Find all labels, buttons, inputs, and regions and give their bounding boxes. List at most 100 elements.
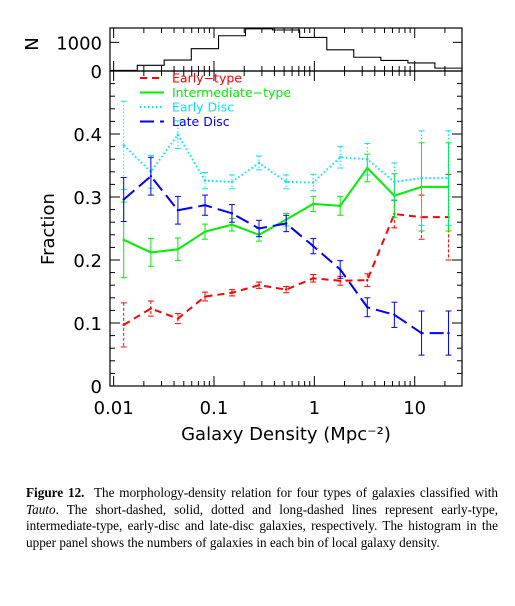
error-bar [202, 194, 209, 216]
legend-label: Early−type [172, 71, 242, 86]
series-3 [120, 156, 452, 356]
data-point [339, 268, 342, 271]
error-bar [310, 173, 317, 192]
x-axis-label: Galaxy Density (Mpc⁻²) [181, 424, 391, 445]
y-tick-label: 0.4 [73, 125, 102, 146]
error-bar [337, 260, 344, 279]
legend-item: Intermediate−type [140, 85, 291, 100]
error-bar [120, 100, 127, 190]
error-bar [256, 155, 263, 171]
legend-item: Early−type [140, 71, 242, 86]
data-point [420, 331, 423, 335]
error-bar [174, 237, 181, 262]
data-point [447, 176, 450, 180]
legend-label: Late Disc [172, 114, 230, 129]
data-point [176, 133, 180, 136]
data-point [366, 278, 369, 282]
data-point [230, 180, 234, 184]
data-point [312, 202, 315, 206]
error-bar [337, 195, 344, 216]
error-bar [120, 176, 127, 223]
caption-text-start: The morphology-density relation for four… [93, 485, 499, 500]
y-tick-label: 0.1 [73, 314, 102, 335]
histogram-y-label: N [22, 37, 43, 50]
data-point [284, 222, 288, 225]
data-point [149, 307, 153, 310]
data-point [420, 176, 423, 180]
error-bar [174, 195, 181, 225]
error-bar [256, 281, 263, 289]
x-tick-label: 1 [309, 398, 320, 419]
series-line [123, 166, 449, 254]
data-point [312, 181, 315, 184]
legend-label: Early Disc [172, 100, 234, 115]
y-tick-label: 0.2 [73, 251, 102, 272]
error-bar [364, 273, 371, 287]
caption-label: Figure 12. [26, 485, 85, 500]
series-line [123, 174, 449, 335]
x-tick-label: 0.1 [200, 398, 229, 419]
data-point [203, 230, 207, 233]
error-bar [174, 120, 181, 149]
error-bar [120, 302, 127, 348]
error-bar [391, 162, 398, 202]
error-bar [283, 285, 290, 294]
error-bar [256, 219, 263, 238]
data-point [393, 313, 396, 317]
series-layer [120, 100, 452, 356]
hist-y-tick-label: 0 [91, 62, 102, 83]
error-bar [445, 310, 452, 356]
data-point [149, 251, 153, 254]
histogram-ticks: 0 1000 [56, 28, 462, 83]
error-bar [174, 313, 181, 325]
fraction-frame [109, 70, 463, 387]
data-point [203, 203, 207, 207]
error-bar [202, 171, 209, 190]
data-point [230, 212, 234, 215]
error-bar [147, 300, 154, 317]
error-bar [364, 297, 371, 318]
series-1 [120, 142, 452, 279]
hist-y-tick-label: 1000 [56, 33, 102, 54]
data-point [203, 295, 207, 298]
error-bar [147, 238, 154, 267]
error-bar [337, 146, 344, 169]
data-point [257, 284, 261, 287]
y-tick-label: 0 [91, 377, 102, 398]
legend-label: Intermediate−type [172, 85, 291, 100]
data-point [366, 158, 369, 161]
fraction-ticks: 0.01 0.1 1 10 0 0.1 0.2 0.3 0.4 [73, 70, 462, 419]
histogram-panel: 0 1000 N [22, 27, 463, 83]
histogram-steps [109, 28, 463, 71]
data-point [447, 331, 450, 335]
figure-caption: Figure 12. The morphology-density relati… [26, 485, 498, 551]
data-point [176, 248, 180, 251]
error-bar [445, 130, 452, 226]
legend-item: Late Disc [140, 114, 230, 129]
data-point [176, 209, 180, 212]
figure: 0 1000 N 0.01 0.1 1 10 0 0.1 0.2 0.3 0.4 Early−ty… [22, 27, 463, 445]
fraction-panel: 0.01 0.1 1 10 0 0.1 0.2 0.3 0.4 Early−typeInterm… [38, 70, 463, 445]
data-point [284, 288, 288, 291]
data-point [257, 227, 261, 230]
data-point [176, 317, 180, 320]
data-point [122, 198, 125, 201]
error-bar [391, 301, 398, 328]
x-tick-label: 0.01 [94, 398, 134, 419]
data-point [393, 180, 396, 184]
data-point [339, 279, 342, 282]
data-point [122, 238, 125, 242]
data-point [149, 175, 153, 178]
data-point [122, 323, 125, 327]
data-point [339, 204, 342, 208]
error-bar [228, 289, 235, 297]
legend-item: Early Disc [140, 100, 234, 115]
series-0 [120, 173, 452, 348]
error-bar [228, 174, 235, 190]
y-axis-label: Fraction [38, 193, 59, 265]
x-tick-label: 10 [403, 398, 426, 419]
data-point [203, 179, 207, 182]
error-bar [147, 156, 154, 196]
error-bar [202, 223, 209, 240]
data-point [312, 244, 315, 248]
